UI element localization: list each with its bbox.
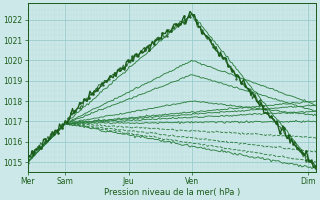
X-axis label: Pression niveau de la mer( hPa ): Pression niveau de la mer( hPa ) xyxy=(104,188,240,197)
